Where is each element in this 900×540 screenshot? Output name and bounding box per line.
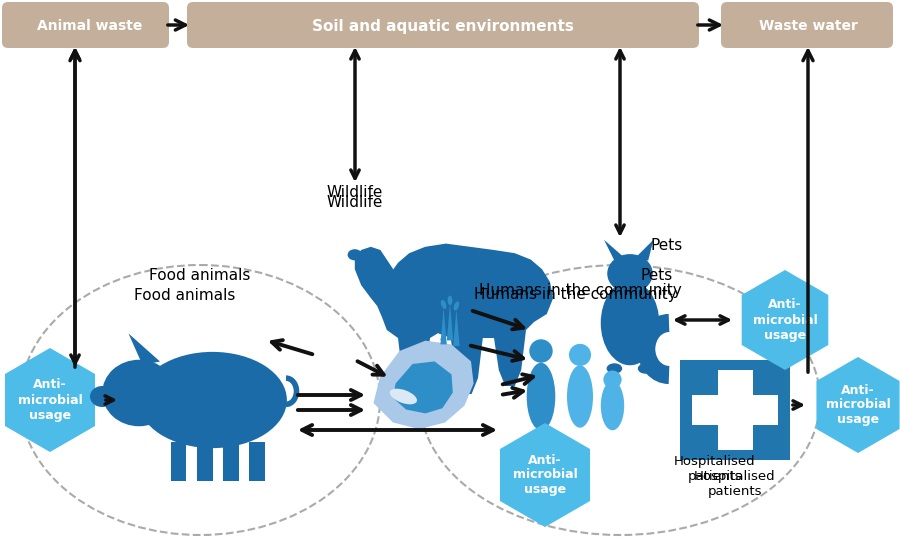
Ellipse shape <box>603 370 622 389</box>
FancyBboxPatch shape <box>187 2 699 48</box>
Ellipse shape <box>390 389 417 404</box>
Ellipse shape <box>138 352 287 448</box>
Bar <box>170 442 186 481</box>
Polygon shape <box>355 247 393 306</box>
Ellipse shape <box>608 254 652 293</box>
Text: Hospitalised
patients: Hospitalised patients <box>674 455 756 483</box>
Bar <box>223 442 238 481</box>
Ellipse shape <box>90 386 114 407</box>
Polygon shape <box>440 308 446 345</box>
Polygon shape <box>454 309 460 346</box>
Polygon shape <box>604 240 625 261</box>
Text: Wildlife: Wildlife <box>327 185 383 200</box>
Ellipse shape <box>103 360 176 426</box>
Text: Humans in the community: Humans in the community <box>473 287 677 302</box>
FancyBboxPatch shape <box>2 2 169 48</box>
Bar <box>692 395 778 425</box>
Polygon shape <box>393 361 453 414</box>
Polygon shape <box>374 341 473 429</box>
Polygon shape <box>129 334 160 365</box>
Polygon shape <box>446 303 454 340</box>
Ellipse shape <box>529 339 553 363</box>
Text: Animal waste: Animal waste <box>37 19 143 33</box>
Ellipse shape <box>569 344 591 366</box>
Bar <box>249 442 265 481</box>
Polygon shape <box>742 270 828 370</box>
Bar <box>718 370 753 450</box>
Polygon shape <box>635 240 653 261</box>
Text: Pets: Pets <box>640 267 672 282</box>
Text: Anti-
microbial
usage: Anti- microbial usage <box>18 379 83 422</box>
Text: Anti-
microbial
usage: Anti- microbial usage <box>513 454 578 496</box>
Ellipse shape <box>607 363 622 374</box>
Text: Anti-
microbial
usage: Anti- microbial usage <box>752 299 817 341</box>
Ellipse shape <box>526 363 555 430</box>
Polygon shape <box>5 348 95 452</box>
Text: Soil and aquatic environments: Soil and aquatic environments <box>312 18 574 33</box>
Ellipse shape <box>567 365 593 428</box>
Text: Hospitalised
patients: Hospitalised patients <box>694 470 776 498</box>
Text: Pets: Pets <box>650 238 682 253</box>
Text: Humans in the community: Humans in the community <box>479 282 681 298</box>
Ellipse shape <box>347 249 362 260</box>
Text: Waste water: Waste water <box>759 19 858 33</box>
FancyBboxPatch shape <box>721 2 893 48</box>
Ellipse shape <box>601 281 659 365</box>
Text: Anti-
microbial
usage: Anti- microbial usage <box>825 383 890 427</box>
Ellipse shape <box>454 301 459 310</box>
Text: Wildlife: Wildlife <box>327 195 383 210</box>
Polygon shape <box>500 423 590 527</box>
Bar <box>680 360 790 460</box>
Bar <box>197 442 212 481</box>
Text: Food animals: Food animals <box>149 267 251 282</box>
Polygon shape <box>816 357 900 453</box>
Ellipse shape <box>447 295 453 305</box>
Ellipse shape <box>601 381 625 430</box>
Text: Food animals: Food animals <box>134 287 236 302</box>
Polygon shape <box>374 244 554 394</box>
Ellipse shape <box>638 363 653 374</box>
Ellipse shape <box>441 300 446 309</box>
